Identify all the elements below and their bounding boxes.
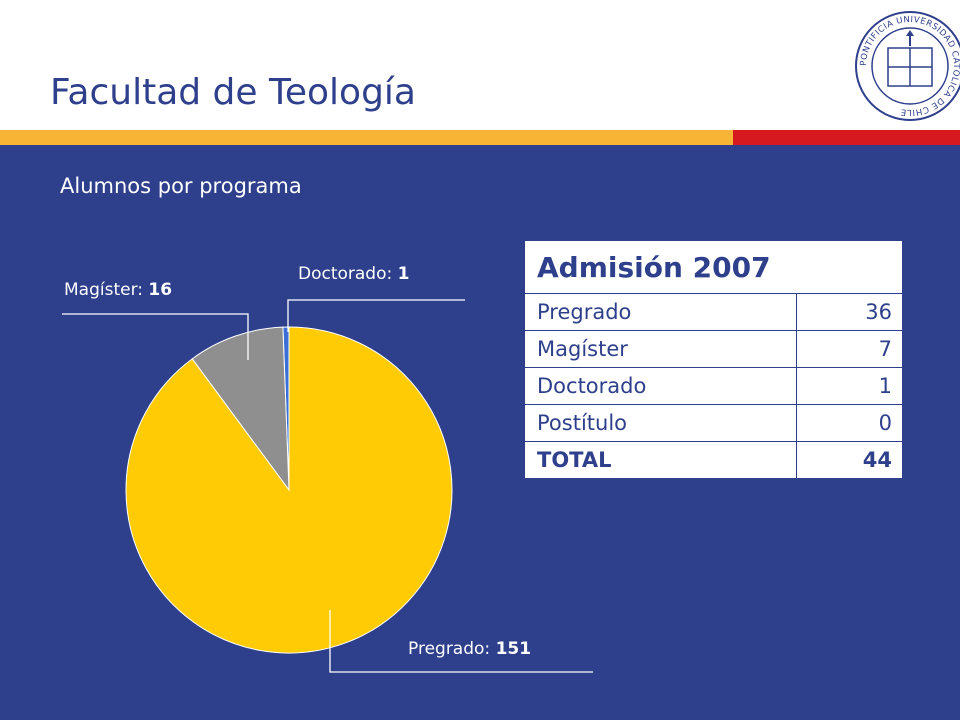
total-label-cell: TOTAL	[523, 441, 798, 479]
table-row: Pregrado 36	[523, 293, 903, 331]
leader-line-pregrado	[329, 610, 593, 673]
university-seal-icon: PONTIFICIA UNIVERSIDAD CATOLICA DE CHILE	[855, 11, 960, 121]
page-title: Facultad de Teología	[50, 72, 416, 113]
count-cell: 0	[796, 404, 903, 442]
accent-stripe-red	[733, 130, 960, 145]
leader-line-magister	[62, 313, 249, 360]
data-label-doctorado: Doctorado: 1	[298, 264, 410, 284]
admission-table: Admisión 2007 Pregrado 36 Magíster 7 Doc…	[523, 240, 903, 479]
program-cell: Pregrado	[523, 293, 798, 331]
table-row: Magíster 7	[523, 330, 903, 368]
count-cell: 1	[796, 367, 903, 405]
data-label-magister: Magíster: 16	[64, 280, 172, 300]
leader-line-doctorado	[287, 299, 465, 332]
table-header-row: Admisión 2007	[524, 240, 903, 294]
program-cell: Doctorado	[523, 367, 798, 405]
accent-stripe-yellow	[0, 130, 733, 145]
table-total-row: TOTAL 44	[523, 441, 903, 479]
pie-slice-pregrado	[125, 326, 453, 654]
pie-slice-magister	[191, 326, 290, 492]
total-count-cell: 44	[796, 441, 903, 479]
table-title: Admisión 2007	[524, 240, 903, 294]
data-label-pregrado: Pregrado: 151	[408, 639, 531, 659]
header-bar	[0, 0, 960, 130]
chart-subtitle: Alumnos por programa	[60, 174, 302, 198]
count-cell: 7	[796, 330, 903, 368]
program-cell: Postítulo	[523, 404, 798, 442]
table-row: Doctorado 1	[523, 367, 903, 405]
table-row: Postítulo 0	[523, 404, 903, 442]
count-cell: 36	[796, 293, 903, 331]
program-cell: Magíster	[523, 330, 798, 368]
